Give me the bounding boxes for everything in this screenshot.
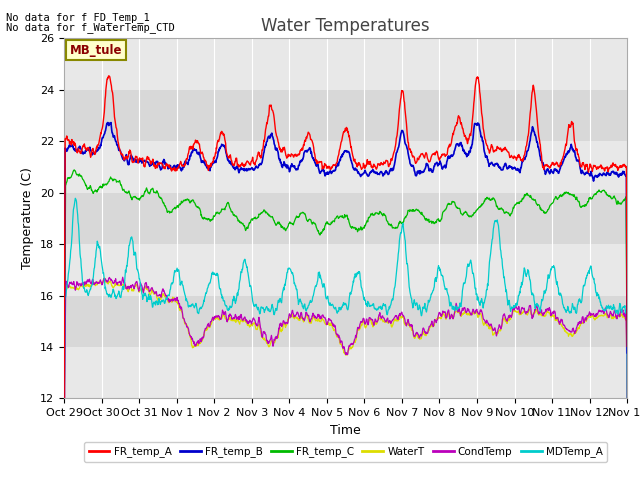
FR_temp_A: [433, 149, 441, 155]
FR_temp_B: [60, 424, 68, 430]
FR_temp_B: [172, 164, 180, 169]
FR_temp_A: [172, 168, 180, 173]
FR_temp_A: [249, 155, 257, 160]
FR_temp_A: [623, 344, 631, 349]
FR_temp_B: [104, 120, 111, 125]
Bar: [64, 347, 627, 398]
WaterT: [172, 299, 180, 304]
FR_temp_C: [433, 216, 441, 222]
WaterT: [557, 322, 564, 327]
FR_temp_C: [70, 167, 78, 173]
FR_temp_C: [557, 192, 564, 198]
FR_temp_A: [60, 421, 68, 427]
CondTemp: [433, 317, 441, 323]
FR_temp_B: [186, 156, 193, 162]
FR_temp_B: [249, 166, 257, 172]
FR_temp_C: [60, 445, 68, 451]
MDTemp_A: [172, 268, 180, 274]
FR_temp_C: [507, 211, 515, 216]
Line: FR_temp_A: FR_temp_A: [64, 76, 627, 424]
FR_temp_B: [557, 163, 564, 169]
Y-axis label: Temperature (C): Temperature (C): [22, 168, 35, 269]
Bar: [64, 244, 627, 296]
CondTemp: [119, 275, 127, 280]
Title: Water Temperatures: Water Temperatures: [261, 17, 430, 36]
CondTemp: [249, 317, 257, 323]
MDTemp_A: [623, 400, 631, 406]
FR_temp_A: [557, 160, 564, 166]
CondTemp: [186, 332, 193, 337]
WaterT: [433, 317, 441, 323]
FR_temp_C: [249, 217, 257, 223]
CondTemp: [172, 296, 180, 301]
WaterT: [186, 332, 193, 338]
CondTemp: [557, 319, 564, 325]
MDTemp_A: [433, 271, 441, 276]
Line: WaterT: WaterT: [64, 278, 627, 480]
Bar: [64, 141, 627, 192]
CondTemp: [507, 313, 515, 319]
WaterT: [101, 275, 109, 281]
FR_temp_B: [623, 350, 631, 356]
FR_temp_A: [105, 73, 113, 79]
Legend: FR_temp_A, FR_temp_B, FR_temp_C, WaterT, CondTemp, MDTemp_A: FR_temp_A, FR_temp_B, FR_temp_C, WaterT,…: [84, 443, 607, 462]
X-axis label: Time: Time: [330, 424, 361, 437]
Line: CondTemp: CondTemp: [64, 277, 627, 480]
FR_temp_B: [507, 164, 515, 169]
MDTemp_A: [557, 291, 564, 297]
Line: FR_temp_B: FR_temp_B: [64, 122, 627, 427]
FR_temp_C: [186, 200, 193, 205]
FR_temp_A: [507, 154, 515, 160]
Text: No data for f_WaterTemp_CTD: No data for f_WaterTemp_CTD: [6, 22, 175, 33]
Bar: [64, 38, 627, 90]
Line: MDTemp_A: MDTemp_A: [64, 198, 627, 480]
Text: MB_tule: MB_tule: [70, 44, 122, 57]
MDTemp_A: [507, 306, 515, 312]
FR_temp_B: [433, 161, 441, 167]
WaterT: [507, 314, 515, 320]
Line: FR_temp_C: FR_temp_C: [64, 170, 627, 448]
FR_temp_C: [172, 205, 180, 211]
WaterT: [623, 444, 631, 449]
WaterT: [249, 322, 257, 327]
MDTemp_A: [249, 298, 257, 304]
MDTemp_A: [186, 304, 193, 310]
FR_temp_C: [623, 385, 631, 391]
FR_temp_A: [186, 144, 193, 150]
MDTemp_A: [72, 195, 79, 201]
Text: No data for f FD_Temp_1: No data for f FD_Temp_1: [6, 12, 150, 23]
CondTemp: [623, 460, 631, 466]
